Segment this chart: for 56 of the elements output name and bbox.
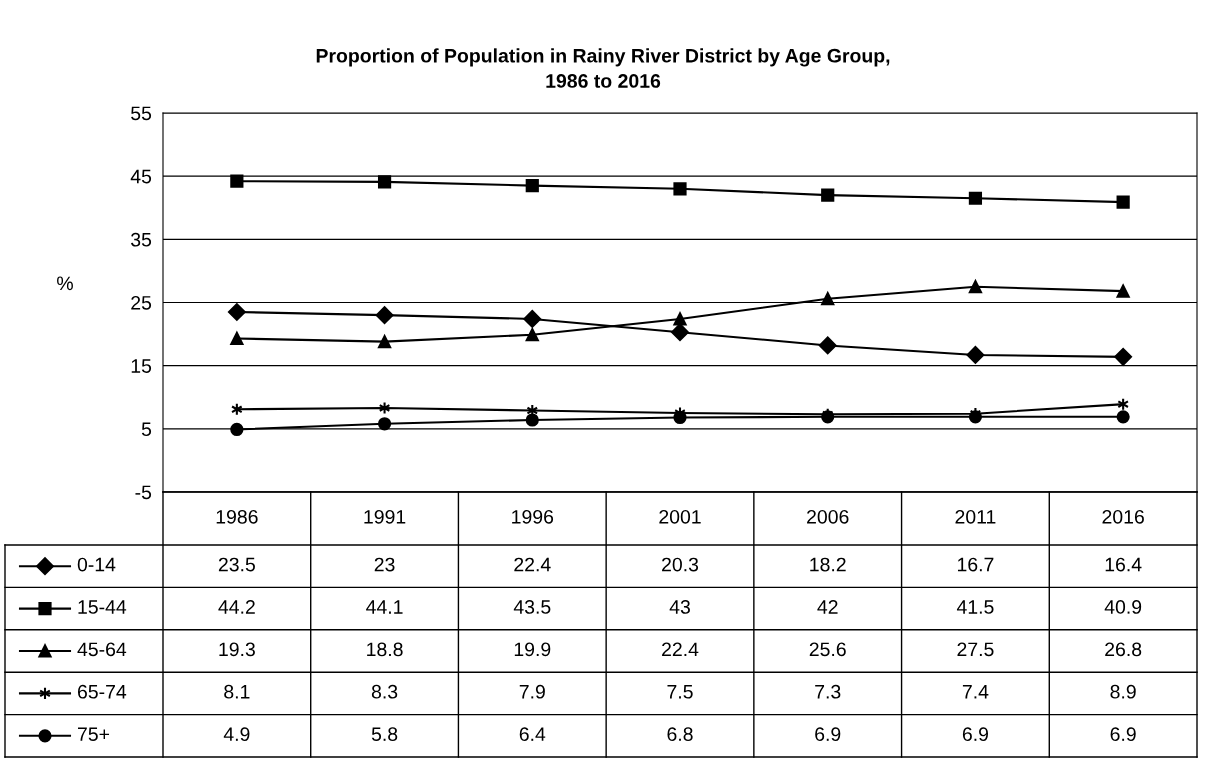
data-label: 27.5 [957, 642, 994, 657]
data-label: 7.5 [667, 685, 693, 699]
x-tick-label: 1991 [364, 509, 406, 524]
data-label: 41.5 [956, 600, 994, 614]
y-tick-label: 25 [131, 295, 152, 310]
data-label: 4.9 [223, 727, 250, 742]
x-tick-label: 2011 [955, 509, 996, 524]
data-label: 22.4 [514, 557, 551, 572]
data-label: 6.9 [962, 727, 989, 742]
legend-label: 0-14 [77, 557, 116, 572]
chart-title: Proportion of Population in Rainy River District by Age Group, 1986 to 2016 [316, 48, 890, 88]
data-label: 40.9 [1104, 600, 1142, 614]
data-label: 26.8 [1105, 642, 1142, 657]
data-label: 16.4 [1105, 557, 1142, 572]
data-label: 22.4 [662, 642, 699, 657]
legend-label: 65-74 [77, 684, 127, 699]
x-tick-label: 1996 [512, 509, 554, 524]
y-tick-label: -5 [135, 485, 152, 500]
data-label: 42 [817, 600, 838, 614]
data-label: 19.3 [219, 642, 255, 657]
data-label: 19.9 [514, 642, 551, 657]
data-label: 6.4 [519, 727, 546, 742]
data-label: 18.8 [367, 642, 403, 657]
data-label: 43 [669, 600, 690, 614]
data-label: 44.1 [366, 600, 403, 614]
y-tick-label: 15 [131, 359, 152, 373]
x-tick-label: 2006 [807, 509, 849, 524]
y-tick-label: 55 [131, 106, 152, 121]
x-tick-label: 2001 [659, 509, 701, 524]
y-tick-label: 5 [141, 422, 152, 437]
data-label: 6.9 [815, 727, 841, 742]
data-label: 25.6 [809, 642, 846, 657]
data-label: 8.3 [371, 684, 398, 699]
data-label: 8.9 [1110, 684, 1136, 699]
y-axis-title: % [57, 276, 73, 291]
data-label: 6.8 [667, 727, 693, 742]
data-label: 18.2 [810, 557, 846, 572]
data-label: 23 [374, 557, 395, 572]
data-label: 44.2 [218, 600, 255, 614]
data-label: 20.3 [662, 557, 699, 572]
data-label: 5.8 [371, 727, 398, 742]
y-tick-label: 45 [130, 169, 152, 184]
data-label: 23.5 [218, 557, 255, 572]
x-tick-label: 2016 [1102, 509, 1144, 524]
y-tick-label: 35 [131, 232, 152, 247]
data-label: 6.9 [1110, 727, 1136, 742]
legend-label: 75+ [78, 727, 110, 742]
data-label: 43.5 [513, 600, 551, 614]
legend-label: 15-44 [78, 600, 127, 614]
x-tick-label: 1986 [216, 509, 258, 524]
data-label: 8.1 [224, 684, 250, 699]
legend-label: 45-64 [77, 642, 127, 657]
data-label: 7.3 [815, 684, 841, 699]
data-label: 7.9 [519, 684, 545, 699]
data-label: 16.7 [957, 557, 994, 572]
data-label: 7.4 [962, 685, 989, 699]
